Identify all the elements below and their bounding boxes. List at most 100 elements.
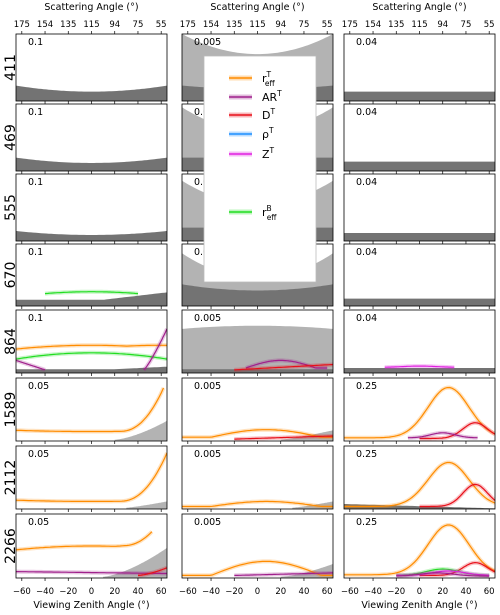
- sensitivity-line: [16, 387, 165, 433]
- top-tick-label: 55: [156, 20, 167, 30]
- top-tick-label: 94: [275, 20, 286, 30]
- sensitivity-line: [384, 365, 455, 368]
- legend-label: ρT: [262, 126, 274, 141]
- panel-ymax-label: 0.005: [194, 449, 221, 460]
- legend-entry: ρT: [229, 126, 274, 141]
- sensitivity-band: [280, 430, 333, 441]
- bottom-tick-label: −40: [364, 587, 382, 597]
- panel-r5-c2: [343, 377, 496, 444]
- sensitivity-line: [16, 571, 167, 575]
- legend-entry: ART: [229, 89, 282, 104]
- panel-ymax-label: 0.1: [28, 313, 43, 324]
- sensitivity-band: [344, 233, 495, 241]
- top-tick-label: 175: [14, 20, 30, 30]
- bottom-tick-label: 60: [322, 587, 333, 597]
- legend-label: rT eff: [262, 70, 275, 88]
- bottom-tick-label: −20: [387, 587, 405, 597]
- panel-ymax-label: 0.04: [356, 177, 377, 188]
- bottom-tick-label: 60: [484, 587, 495, 597]
- sensitivity-line: [407, 432, 478, 439]
- sensitivity-band: [126, 501, 167, 509]
- panel-ymax-label: 0.1: [28, 107, 43, 118]
- panel-r5-c0: [15, 377, 168, 444]
- uncertainty-halo: [16, 387, 166, 434]
- panel-plot-area: [344, 91, 495, 101]
- panel-ymax-label: 0.05: [28, 381, 49, 392]
- panel-plot-area: [182, 499, 333, 509]
- bottom-tick-label: 40: [461, 587, 472, 597]
- sensitivity-band: [344, 368, 495, 373]
- bottom-axis-title: Viewing Zenith Angle (°): [361, 600, 477, 611]
- bottom-tick-label: 20: [275, 587, 286, 597]
- panel-ymax-label: 0.1: [28, 247, 43, 258]
- top-tick-label: 154: [365, 20, 381, 30]
- sensitivity-band: [16, 85, 167, 101]
- top-tick-label: 75: [461, 20, 472, 30]
- panel-plot-area: [16, 157, 167, 171]
- sensitivity-band: [182, 369, 333, 373]
- panel-ymax-label: 0.25: [356, 381, 377, 392]
- panel-r2-c0: [15, 173, 168, 244]
- top-tick-label: 154: [37, 20, 53, 30]
- panel-plot-area: [182, 427, 333, 441]
- sensitivity-line: [143, 328, 167, 371]
- panel-plot-area: [182, 325, 333, 373]
- top-tick-label: 175: [342, 20, 358, 30]
- bottom-tick-label: 0: [255, 587, 260, 597]
- panel-ymax-label: 0.005: [194, 517, 221, 528]
- bottom-tick-label: 0: [417, 587, 422, 597]
- sensitivity-line: [396, 572, 490, 577]
- panel-r6-c1: [181, 445, 334, 512]
- sensitivity-line: [234, 435, 333, 440]
- top-tick-label: 135: [226, 20, 242, 30]
- sensitivity-line: [245, 359, 328, 369]
- sensitivity-line: [182, 429, 333, 438]
- panel-r3-c0: [15, 243, 168, 309]
- top-tick-label: 175: [180, 20, 196, 30]
- panel-plot-area: [16, 387, 167, 441]
- panel-plot-area: [344, 460, 495, 509]
- top-tick-label: 115: [411, 20, 427, 30]
- panel-r4-c2: [343, 309, 496, 376]
- row-label-wavelength: 2266: [3, 528, 19, 564]
- panel-plot-area: [344, 364, 495, 373]
- panel-plot-area: [16, 85, 167, 101]
- panel-plot-area: [344, 298, 495, 306]
- top-tick-label: 75: [299, 20, 310, 30]
- top-tick-label: 154: [203, 20, 219, 30]
- top-axis-title: Scattering Angle (°): [372, 2, 466, 13]
- top-tick-label: 94: [437, 20, 448, 30]
- panel-plot-area: [16, 230, 167, 241]
- panel-r7-c2: [343, 513, 496, 581]
- sensitivity-line: [419, 483, 495, 508]
- row-label-wavelength: 864: [3, 328, 19, 355]
- panel-ymax-label: 0.04: [356, 313, 377, 324]
- sensitivity-band: [16, 366, 167, 373]
- panel-plot-area: [344, 523, 495, 578]
- panel-ymax-label: 0.005: [194, 381, 221, 392]
- panel-r6-c0: [15, 445, 168, 512]
- sensitivity-line: [344, 461, 495, 508]
- panel-ymax-label: 0.05: [28, 517, 49, 528]
- sensitivity-line: [16, 452, 167, 502]
- sensitivity-band: [103, 547, 167, 578]
- bottom-axis-title: Viewing Zenith Angle (°): [33, 600, 149, 611]
- panel-plot-area: [344, 385, 495, 441]
- panel-plot-area: [344, 161, 495, 171]
- bottom-tick-label: 0: [89, 587, 94, 597]
- sensitivity-band: [344, 91, 495, 101]
- sensitivity-line: [234, 363, 333, 371]
- panel-plot-area: [16, 452, 167, 509]
- sensitivity-band: [344, 298, 495, 306]
- top-axis-title: Scattering Angle (°): [210, 2, 304, 13]
- panel-ymax-label: 0.04: [356, 247, 377, 258]
- panel-plot-area: [16, 328, 167, 373]
- bottom-tick-label: 40: [133, 587, 144, 597]
- legend-entry: rT eff: [229, 70, 275, 88]
- bottom-tick-label: 40: [299, 587, 310, 597]
- bottom-tick-label: −60: [341, 587, 359, 597]
- sensitivity-line: [234, 572, 333, 576]
- bottom-tick-label: 20: [109, 587, 120, 597]
